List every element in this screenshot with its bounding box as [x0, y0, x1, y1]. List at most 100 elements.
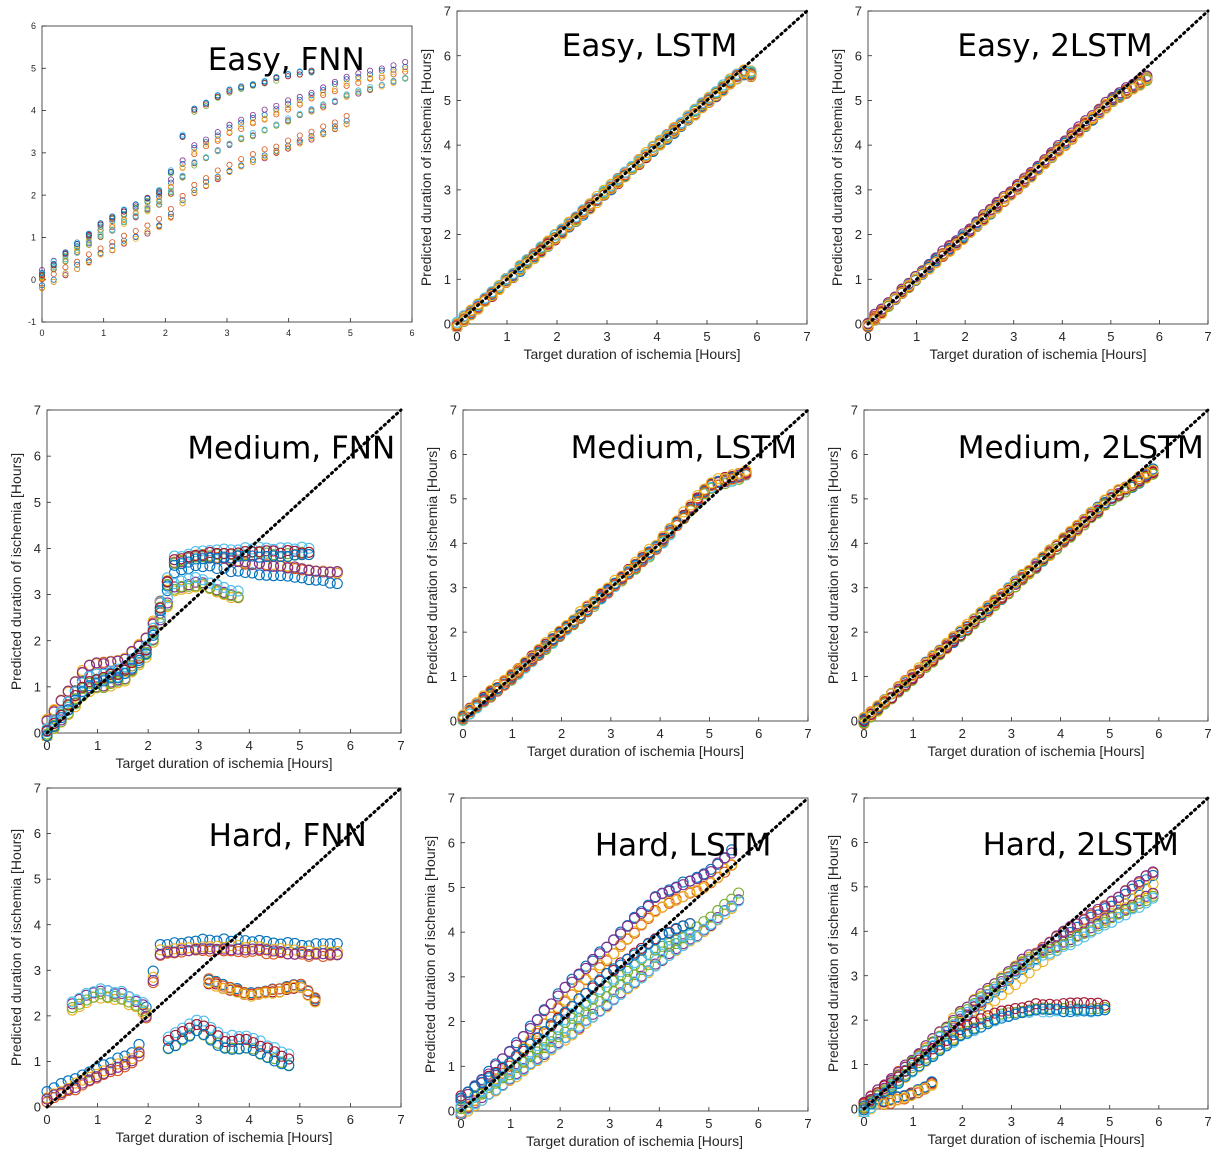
scatter-point	[608, 994, 620, 1006]
scatter-point	[968, 1023, 980, 1035]
scatter-point	[191, 108, 198, 115]
scatter-point	[656, 887, 668, 899]
scatter-point	[211, 552, 223, 565]
scatter-point	[1037, 551, 1049, 563]
scatter-point	[390, 71, 397, 78]
x-axis-label: Target duration of ischemia [Hours]	[527, 743, 744, 759]
scatter-point	[97, 249, 104, 256]
scatter-point	[203, 139, 210, 146]
scatter-point	[355, 79, 362, 86]
scatter-point	[203, 178, 210, 185]
scatter-point	[1057, 1005, 1070, 1018]
x-tick-label: 2	[557, 1116, 564, 1131]
scatter-point	[197, 549, 209, 561]
scatter-point	[964, 226, 976, 238]
scatter-point	[191, 159, 198, 166]
scatter-point	[324, 948, 336, 960]
scatter-point	[982, 989, 994, 1001]
scatter-point	[912, 1085, 924, 1097]
scatter-point	[402, 68, 409, 75]
scatter-point	[219, 1036, 231, 1048]
scatter-point	[545, 1011, 557, 1023]
scatter-point	[285, 118, 292, 125]
scatter-point	[971, 220, 983, 232]
y-tick-label: 5	[444, 93, 451, 108]
scatter-point	[218, 551, 230, 563]
scatter-point	[1002, 972, 1015, 984]
scatter-point	[526, 651, 538, 663]
scatter-point	[283, 1060, 295, 1072]
scatter-point	[266, 987, 279, 999]
identity-diagonal-line	[866, 9, 1210, 326]
scatter-point	[179, 161, 186, 168]
scatter-point	[273, 74, 280, 81]
scatter-point	[191, 148, 198, 155]
scatter-point	[1052, 145, 1064, 157]
scatter-point	[273, 77, 280, 84]
scatter-point	[308, 133, 315, 140]
scatter-point	[865, 1094, 877, 1106]
scatter-point	[390, 62, 397, 69]
scatter-point	[684, 875, 696, 887]
scatter-point	[540, 641, 552, 653]
scatter-point	[670, 894, 682, 907]
scatter-point	[663, 934, 675, 946]
scatter-point	[109, 993, 121, 1006]
scatter-point	[140, 1010, 152, 1022]
x-tick-label: 3	[1008, 1114, 1015, 1129]
y-tick-label: 1	[450, 669, 457, 684]
scatter-point	[190, 549, 202, 561]
x-tick-label: 7	[1204, 1114, 1211, 1129]
scatter-point	[218, 587, 230, 600]
scatter-point	[283, 1048, 295, 1060]
scatter-point	[225, 544, 237, 556]
scatter-point	[317, 948, 329, 960]
plot-area-frame	[867, 10, 1209, 325]
scatter-point	[650, 539, 662, 552]
scatter-point	[712, 473, 724, 485]
scatter-point	[954, 625, 966, 637]
scatter-point	[1071, 1004, 1083, 1016]
x-tick-label: 3	[195, 738, 202, 753]
scatter-point	[512, 663, 524, 675]
scatter-point	[1018, 176, 1030, 189]
scatter-point	[1044, 947, 1056, 959]
scatter-point	[1113, 908, 1125, 920]
y-tick-label: -1	[28, 317, 36, 327]
scatter-point	[642, 900, 654, 912]
scatter-point	[1085, 922, 1097, 934]
scatter-point	[635, 972, 647, 984]
scatter-point	[1092, 1005, 1104, 1017]
scatter-point	[83, 671, 96, 683]
scatter-point	[105, 656, 117, 668]
scatter-point	[97, 245, 104, 252]
scatter-point	[906, 673, 918, 685]
scatter-point	[343, 112, 350, 119]
y-tick-label: 1	[851, 1057, 858, 1072]
scatter-point	[212, 1039, 224, 1051]
x-tick-label: 5	[1106, 726, 1113, 741]
scatter-point	[183, 556, 195, 568]
scatter-point	[211, 579, 223, 591]
scatter-point	[218, 581, 230, 594]
x-tick-label: 4	[1059, 329, 1066, 344]
y-tick-label: 0	[31, 275, 36, 285]
scatter-point	[48, 720, 60, 732]
x-tick-label: 2	[553, 329, 560, 344]
scatter-point	[204, 552, 216, 564]
scatter-point	[594, 1005, 606, 1018]
scatter-point	[587, 1002, 599, 1014]
scatter-point	[581, 606, 593, 618]
scatter-point	[308, 92, 315, 99]
scatter-point	[1141, 70, 1153, 82]
y-tick-label: 2	[444, 227, 451, 242]
scatter-point	[238, 84, 245, 91]
scatter-point	[48, 717, 60, 729]
scatter-point	[98, 1067, 110, 1079]
scatter-point	[1140, 890, 1152, 902]
scatter-point	[211, 544, 223, 556]
scatter-point	[156, 201, 163, 208]
scatter-point	[132, 235, 139, 242]
scatter-point	[273, 109, 280, 116]
